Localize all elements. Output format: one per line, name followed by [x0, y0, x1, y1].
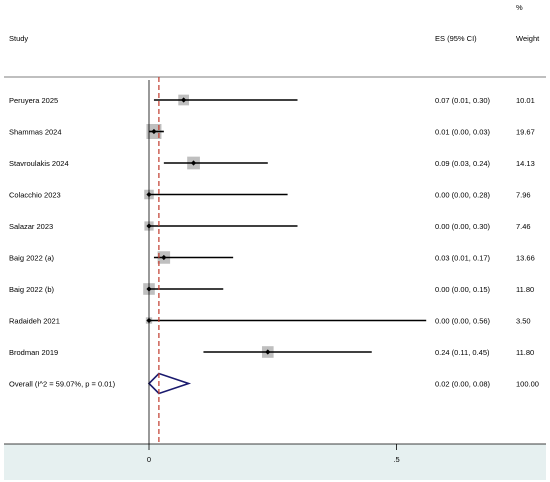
header-es: ES (95% CI)	[435, 34, 477, 43]
study-label: Stavroulakis 2024	[9, 159, 69, 168]
study-weight: 10.01	[516, 96, 535, 105]
study-es-text: 0.24 (0.11, 0.45)	[435, 348, 490, 357]
study-weight: 14.13	[516, 159, 535, 168]
study-es-text: 0.07 (0.01, 0.30)	[435, 96, 491, 105]
overall-es-text: 0.02 (0.00, 0.08)	[435, 380, 491, 389]
study-es-text: 0.01 (0.00, 0.03)	[435, 128, 491, 137]
overall-label: Overall (I^2 = 59.07%, p = 0.01)	[9, 380, 116, 389]
study-es-text: 0.00 (0.00, 0.28)	[435, 191, 491, 200]
study-es-text: 0.00 (0.00, 0.15)	[435, 285, 491, 294]
overall-weight: 100.00	[516, 380, 539, 389]
study-es-text: 0.00 (0.00, 0.30)	[435, 222, 491, 231]
header-weight-pct: %	[516, 3, 523, 12]
study-weight: 11.80	[516, 348, 534, 357]
study-label: Baig 2022 (b)	[9, 285, 55, 294]
study-point	[190, 160, 197, 166]
header-weight: Weight	[516, 34, 540, 43]
study-label: Radaideh 2021	[9, 317, 60, 326]
study-weight: 3.50	[516, 317, 531, 326]
axis-band	[4, 444, 546, 480]
study-label: Colacchio 2023	[9, 191, 61, 200]
study-weight: 19.67	[516, 128, 535, 137]
header-study: Study	[9, 34, 28, 43]
study-point	[181, 97, 187, 103]
study-label: Salazar 2023	[9, 222, 53, 231]
study-label: Peruyera 2025	[9, 96, 58, 105]
study-point	[151, 128, 157, 135]
study-weight: 11.80	[516, 285, 534, 294]
study-label: Shammas 2024	[9, 128, 62, 137]
x-tick-label: 0	[147, 455, 151, 464]
overall-diamond	[147, 372, 192, 395]
study-point	[265, 349, 271, 355]
study-label: Brodman 2019	[9, 348, 58, 357]
study-label: Baig 2022 (a)	[9, 254, 55, 263]
study-point	[161, 254, 167, 261]
x-axis: 0.5	[147, 444, 400, 464]
study-rows: Peruyera 2025 0.07 (0.01, 0.30) 10.01 Shamm…	[9, 77, 539, 444]
study-weight: 7.46	[516, 222, 531, 231]
study-es-text: 0.03 (0.01, 0.17)	[435, 254, 491, 263]
study-es-text: 0.00 (0.00, 0.56)	[435, 317, 491, 326]
study-weight: 13.66	[516, 254, 535, 263]
x-tick-label: .5	[393, 455, 399, 464]
study-weight: 7.96	[516, 191, 531, 200]
study-es-text: 0.09 (0.03, 0.24)	[435, 159, 491, 168]
